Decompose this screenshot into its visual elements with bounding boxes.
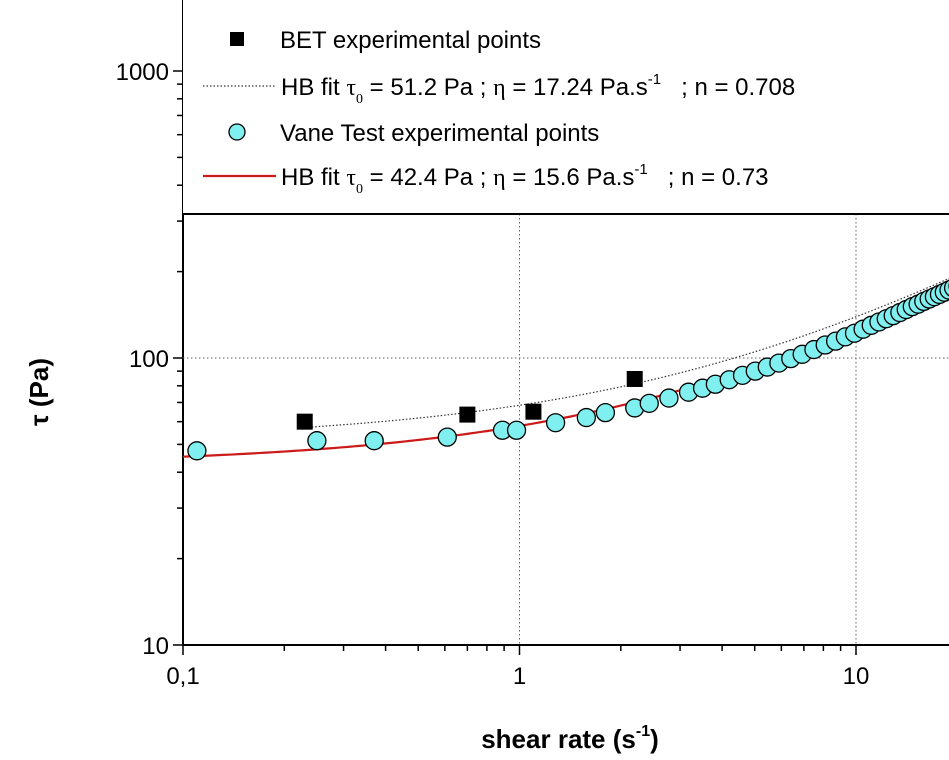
- vane-point: [187, 441, 207, 461]
- legend-label-bet-fit-part: ; n = 0.708: [661, 74, 795, 101]
- legend-label-bet-fit-part: HB fit: [281, 74, 346, 101]
- legend-label-vane-fit-part: -1: [634, 161, 647, 178]
- legend-label-vane-fit-part: η: [493, 165, 506, 191]
- vane-point: [639, 393, 659, 414]
- vane-point: [364, 431, 384, 451]
- vane-point: [545, 413, 566, 433]
- x-tick-label-0: 0,1: [166, 663, 199, 690]
- tick-labels: 0,1 1 10 10 100 1000: [116, 59, 870, 690]
- legend-label-vane-points: Vane Test experimental points: [280, 120, 599, 147]
- legend-label-vane-fit-part: ; n = 0.73: [648, 164, 769, 191]
- legend-label-bet-fit-part: 0: [356, 92, 363, 107]
- vane-point: [943, 279, 949, 297]
- legend-label-bet-fit-part: η: [493, 75, 506, 101]
- legend-label-bet-points: BET experimental points: [280, 27, 541, 54]
- vane-point: [659, 388, 679, 408]
- legend-label-vane-fit-part: = 15.6 Pa.s: [506, 164, 635, 191]
- vane-point: [576, 407, 596, 428]
- x-axis-title: shear rate (s-1): [481, 723, 659, 754]
- bet-fit-line: [304, 277, 949, 429]
- legend-label-bet-fit-part: = 51.2 Pa ;: [363, 74, 493, 101]
- legend-label-vane-fit-part: 0: [356, 182, 363, 197]
- legend-box: [183, 0, 949, 214]
- legend-marker-circle: [228, 123, 246, 141]
- legend-label-vane-fit: HB fit τ0 = 42.4 Pa ; η = 15.6 Pa.s-1 ; …: [281, 161, 769, 197]
- legend-marker-square: [230, 32, 244, 46]
- vane-point: [506, 420, 527, 440]
- legend-label-bet-fit: HB fit τ0 = 51.2 Pa ; η = 17.24 Pa.s-1 ;…: [281, 71, 795, 107]
- vane-point: [437, 427, 457, 447]
- y-tick-label-1: 100: [129, 346, 169, 373]
- axis-ticks: [173, 70, 857, 655]
- legend-label-vane-fit-part: τ: [346, 165, 356, 191]
- y-tick-label-2: 1000: [116, 59, 169, 86]
- x-axis-title-main: shear rate (s: [481, 724, 636, 754]
- plot-area: [183, 277, 949, 461]
- bet-point: [525, 403, 542, 420]
- bet-point: [296, 413, 313, 430]
- x-tick-label-2: 10: [843, 663, 870, 690]
- vane-point: [595, 403, 616, 423]
- x-tick-label-1: 1: [513, 663, 526, 690]
- x-axis-title-sup: -1: [636, 723, 650, 740]
- vane-point: [307, 431, 327, 451]
- legend-label-bet-fit-part: τ: [346, 75, 356, 101]
- legend-label-bet-fit-part: -1: [648, 71, 661, 88]
- legend-label-vane-fit-part: = 42.4 Pa ;: [363, 164, 493, 191]
- legend-label-vane-fit-part: HB fit: [281, 164, 346, 191]
- x-axis-title-close: ): [650, 724, 659, 754]
- y-axis-title: τ (Pa): [24, 358, 54, 426]
- legend-label-bet-fit-part: = 17.24 Pa.s: [506, 74, 648, 101]
- bet-point: [459, 406, 476, 423]
- bet-point: [626, 370, 643, 387]
- y-tick-label-0: 10: [142, 633, 169, 660]
